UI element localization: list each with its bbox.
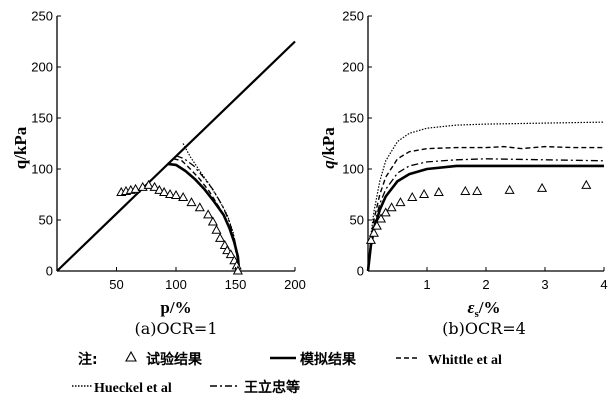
panel-b-ytick-label: 200 (342, 60, 364, 75)
panel-a-ytick-label: 100 (31, 162, 53, 177)
panel-b-ytick-label: 150 (342, 111, 364, 126)
panel-a-ytick-label: 200 (31, 60, 53, 75)
panel-b-data-point (386, 202, 397, 212)
panel-a-xlabel: p/% (160, 298, 191, 317)
panel-a-ytick-label: 50 (39, 213, 53, 228)
panel-b-data-point (365, 234, 377, 244)
panel-b-data-point (371, 220, 382, 230)
panel-a-xtick-label: 200 (284, 277, 306, 292)
panel-b-data-point (536, 182, 548, 192)
panel-a-data-point (149, 181, 160, 191)
panel-b-xlabel: εs/% (468, 298, 501, 320)
legend-label-hueckel: Hueckel et al (94, 381, 172, 396)
panel-a-data-point (203, 209, 214, 219)
panel-b-caption: (b)OCR=4 (442, 319, 526, 338)
panel-a-data-point (225, 249, 236, 259)
panel-b-data-point (472, 185, 483, 195)
legend-label-wang: 王立忠等 (244, 379, 300, 396)
panel-b-data-point (375, 213, 387, 223)
panel-b-ytick-label: 100 (342, 162, 364, 177)
panel-a-ylabel: q/kPa (11, 126, 30, 169)
legend: 注: 试验结果 模拟结果 Whittle et al Hueckel et al… (72, 350, 502, 396)
panel-a-data-point (130, 183, 141, 193)
panel-a-data-point (159, 186, 170, 196)
panel-b-series-2 (367, 121, 605, 272)
panel-a-data-point (211, 224, 222, 234)
panel-b-series-0 (366, 164, 604, 272)
panel-a-xtick-label: 50 (109, 277, 123, 292)
panel-a-xtick-label: 150 (225, 277, 247, 292)
panel-b-data-point (395, 197, 406, 207)
panel-a-series-1 (173, 158, 240, 272)
panel-a-ytick-label: 250 (31, 9, 53, 24)
panel-a-data-point (154, 184, 165, 194)
panel-b-series-3 (367, 158, 605, 272)
panel-b-ytick-label: 250 (342, 9, 364, 24)
legend-label-whittle: Whittle et al (428, 353, 502, 368)
legend-label-sim: 模拟结果 (300, 351, 357, 368)
panel-b-xtick-label: 2 (482, 277, 489, 292)
panel-b-data-point (368, 227, 379, 237)
panel-b-data-point (460, 185, 471, 195)
legend-marker-triangle-icon (125, 350, 137, 362)
panel-b-xtick-label: 1 (423, 277, 430, 292)
panel-b-ytick-label: 0 (357, 264, 364, 279)
panel-a-data-point (164, 188, 176, 198)
panel-b-ytick-label: 50 (350, 213, 364, 228)
panel-b-xtick-label: 3 (541, 277, 548, 292)
panel-a-ytick-label: 150 (31, 111, 53, 126)
panel-b-data-point (380, 207, 391, 217)
panel-a-data-point (207, 216, 218, 226)
panel-a-series-3 (175, 155, 240, 272)
panel-a-data-point (170, 189, 182, 200)
panel-a-data-point (186, 197, 197, 207)
panel-b-ocr4: 0 50 100 150 200 250 1 2 3 4 q/kPa εs/% (b)OCR=4 (319, 9, 608, 339)
panel-a-data-point (143, 179, 154, 189)
panel-b-data-point (418, 188, 430, 198)
panel-a-data-point (222, 245, 233, 255)
panel-b-data-point (433, 186, 444, 196)
panel-b-data-point (504, 184, 515, 194)
panel-a-data-point (194, 202, 205, 212)
panel-b-ylabel: q/kPa (319, 127, 338, 169)
legend-note: 注: (78, 351, 98, 368)
panel-a-data-point (178, 192, 189, 202)
panel-b-xtick-label: 4 (600, 277, 607, 292)
legend-label-test: 试验结果 (146, 351, 203, 368)
panel-a-caption: (a)OCR=1 (134, 319, 217, 338)
panel-a-ocr1: 0 50 100 150 200 250 50 100 150 200 q/kPa p/% (a)… (11, 9, 306, 339)
panel-a-ytick-label: 0 (46, 264, 53, 279)
panel-b-series-1 (367, 145, 604, 272)
panel-a-xtick-label: 100 (165, 277, 187, 292)
panel-b-data-point (581, 179, 592, 189)
panel-a-data-point (214, 232, 226, 242)
panel-b-data-point (407, 192, 418, 202)
